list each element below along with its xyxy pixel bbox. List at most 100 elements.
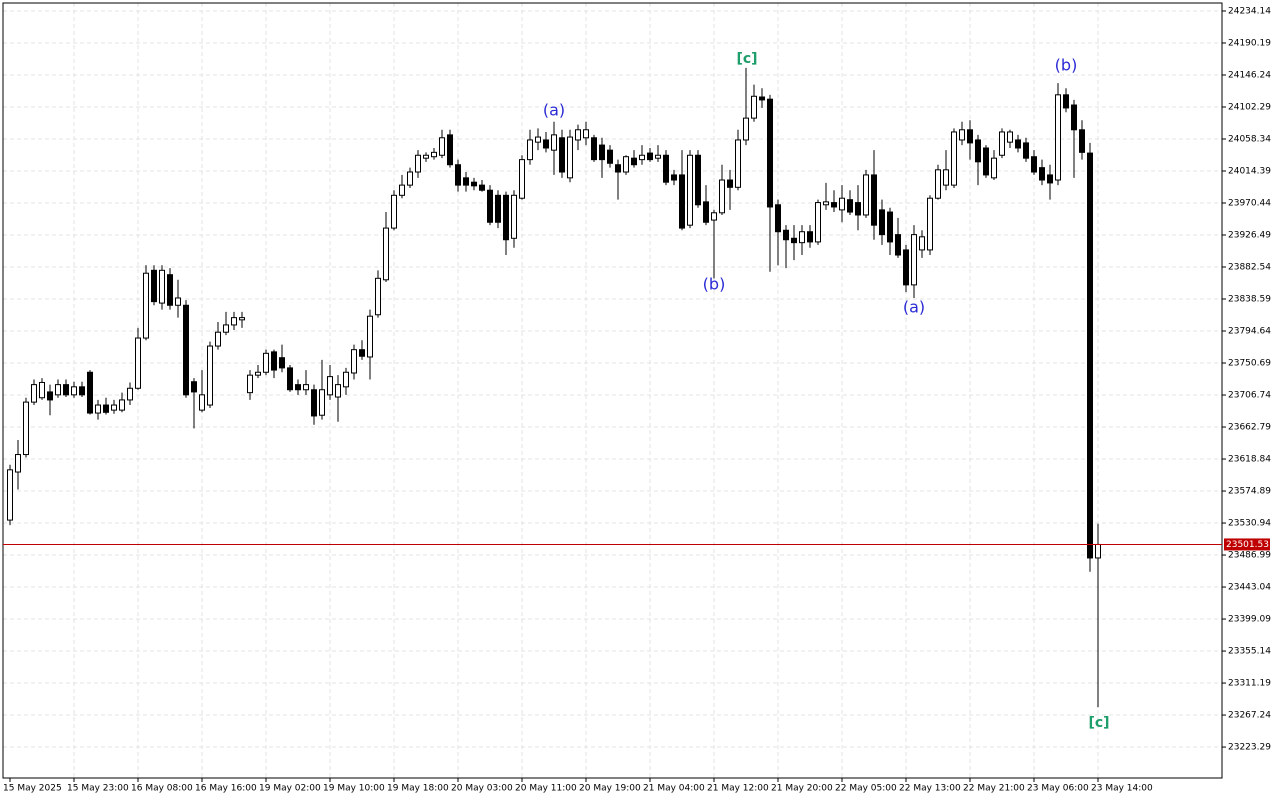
candle-body	[935, 169, 941, 199]
candle-body	[751, 95, 757, 119]
candle-body	[575, 129, 581, 141]
candle-body	[879, 209, 885, 236]
candle-body	[319, 389, 325, 416]
candle-body	[967, 129, 973, 144]
candle-body	[199, 394, 205, 411]
y-tick-label: 23926.49	[1228, 231, 1271, 241]
wave-label: (a)	[903, 298, 925, 317]
candle-body	[551, 134, 557, 151]
y-tick-label: 23355.14	[1228, 647, 1271, 657]
candle-body	[111, 404, 117, 411]
candle-body	[703, 201, 709, 223]
candle-body	[479, 184, 485, 191]
x-tick-label: 19 May 18:00	[387, 784, 449, 794]
y-tick-label: 23530.94	[1228, 519, 1271, 529]
candle-body	[375, 277, 381, 316]
wave-label: (b)	[1055, 56, 1078, 75]
candle-body	[335, 384, 341, 398]
candle-body	[615, 164, 621, 173]
candle-body	[247, 374, 253, 394]
candle-body	[175, 297, 181, 306]
candle-body	[231, 317, 237, 326]
candle-body	[999, 131, 1005, 156]
candle-body	[239, 317, 245, 321]
candles	[7, 67, 1101, 708]
candle-body	[255, 371, 261, 376]
candle-body	[503, 194, 509, 241]
candle-body	[487, 189, 493, 223]
candle-body	[71, 386, 77, 396]
candle-body	[495, 194, 501, 223]
candle-body	[95, 404, 101, 414]
plot-frame	[2, 2, 1223, 779]
y-tick-label: 24190.19	[1228, 38, 1271, 48]
candle-body	[711, 212, 717, 221]
candle-body	[1039, 167, 1045, 181]
candle-body	[671, 174, 677, 181]
candle-body	[695, 154, 701, 206]
candle-body	[719, 179, 725, 214]
candle-body	[983, 147, 989, 176]
x-tick-label: 20 May 19:00	[579, 784, 641, 794]
candle-body	[1095, 543, 1101, 559]
candle-body	[191, 381, 197, 393]
candle-body	[183, 304, 189, 396]
candle-body	[647, 152, 653, 161]
candle-body	[927, 197, 933, 251]
x-tick-label: 22 May 05:00	[835, 784, 897, 794]
candle-body	[871, 174, 877, 226]
candle-body	[471, 181, 477, 187]
candle-body	[23, 401, 29, 456]
wave-label: (a)	[543, 101, 565, 120]
x-tick-label: 22 May 13:00	[899, 784, 961, 794]
candle-body	[519, 159, 525, 199]
candle-body	[783, 229, 789, 241]
candle-body	[1071, 104, 1077, 131]
candle-body	[991, 157, 997, 179]
x-tick-label: 23 May 06:00	[1027, 784, 1089, 794]
candle-body	[383, 227, 389, 281]
candle-body	[391, 194, 397, 229]
candle-body	[1047, 174, 1053, 184]
wave-label: [c]	[1088, 715, 1109, 731]
y-tick-label: 24234.14	[1228, 6, 1271, 16]
wave-label: [c]	[736, 51, 757, 67]
x-tick-label: 20 May 03:00	[451, 784, 513, 794]
candle-body	[759, 96, 765, 101]
candle-body	[263, 352, 269, 373]
candle-body	[775, 204, 781, 233]
candle-body	[327, 376, 333, 396]
grid	[3, 3, 1222, 778]
candle-body	[215, 331, 221, 347]
candle-body	[863, 174, 869, 216]
y-tick-label: 24102.29	[1228, 102, 1271, 112]
candle-body	[1015, 139, 1021, 149]
y-tick-label: 24014.39	[1228, 166, 1271, 176]
candle-body	[159, 269, 165, 304]
candle-body	[447, 134, 453, 166]
candle-body	[103, 404, 109, 413]
candle-body	[143, 272, 149, 339]
x-tick-label: 15 May 23:00	[67, 784, 129, 794]
candle-body	[767, 98, 773, 208]
x-tick-label: 21 May 12:00	[707, 784, 769, 794]
wave-label: (b)	[703, 275, 726, 294]
y-tick-label: 23750.69	[1228, 359, 1271, 369]
candle-body	[1055, 94, 1061, 181]
candle-body	[223, 324, 229, 333]
candle-body	[631, 157, 637, 166]
y-tick-label: 23443.04	[1228, 583, 1271, 593]
candle-body	[1023, 142, 1029, 159]
candle-body	[599, 144, 605, 161]
candle-body	[407, 171, 413, 186]
candle-body	[855, 202, 861, 216]
candle-body	[607, 149, 613, 164]
candle-body	[7, 469, 13, 521]
candle-body	[791, 237, 797, 244]
candle-body	[79, 386, 85, 396]
candle-body	[943, 169, 949, 186]
candle-body	[583, 129, 589, 139]
candle-body	[687, 154, 693, 226]
y-tick-label: 23267.24	[1228, 711, 1271, 721]
candle-body	[951, 131, 957, 186]
